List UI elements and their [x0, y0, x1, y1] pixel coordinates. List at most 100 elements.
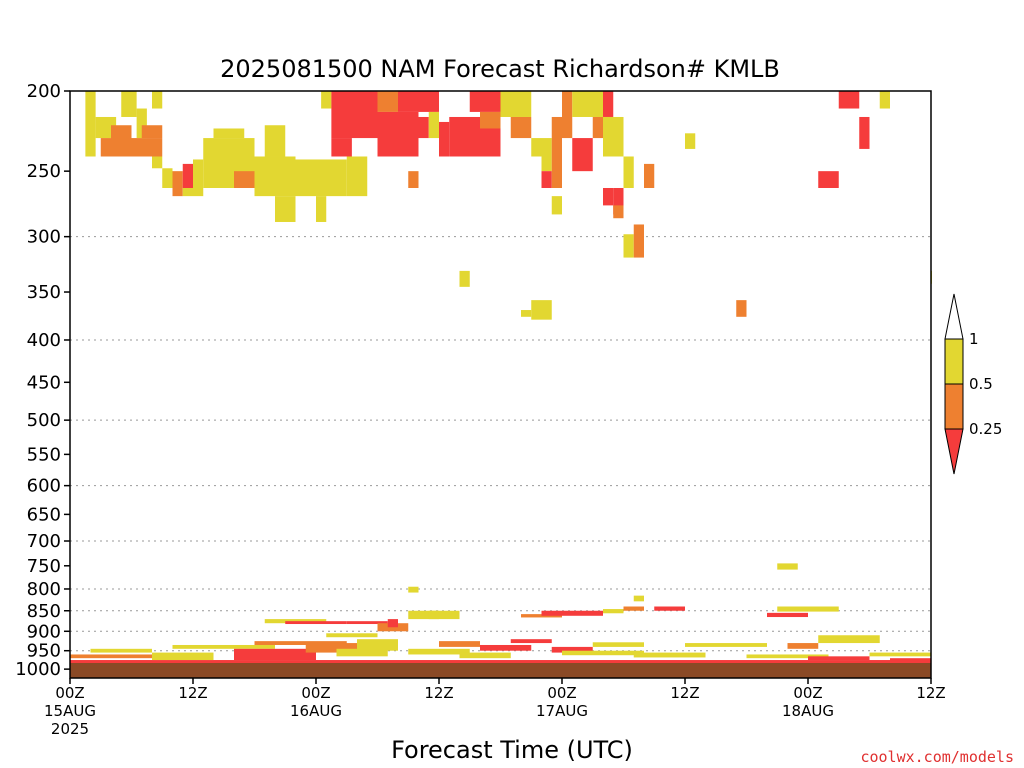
heatmap-cell [613, 187, 624, 215]
heatmap-cell [551, 116, 562, 188]
heatmap-cell [172, 171, 183, 197]
heatmap-cell [70, 654, 173, 659]
heatmap-cell [70, 660, 931, 664]
heatmap-cell [623, 156, 634, 188]
x-tick-label: 00Z [793, 684, 822, 702]
heatmap-cell [326, 633, 378, 638]
heatmap-cell [162, 168, 173, 188]
colorbar-level-label: 0.5 [969, 375, 993, 393]
x-tick-label: 15AUG [44, 702, 96, 720]
heatmap-cell [562, 91, 573, 139]
y-tick-label: 400 [27, 330, 61, 351]
colorbar-legend: 1 0.5 0.25 [944, 293, 1002, 475]
source-credit: coolwx.com/models [860, 748, 1014, 766]
heatmap-cell [316, 196, 327, 222]
heatmap-cell [685, 643, 767, 647]
heatmap-cell [623, 606, 644, 611]
x-tick-label: 12Z [670, 684, 699, 702]
y-tick-label: 900 [27, 621, 61, 642]
x-tick-label: 18AUG [782, 702, 834, 720]
heatmap-cell [418, 116, 429, 139]
y-tick-label: 1000 [15, 659, 61, 680]
heatmap-cell [346, 621, 388, 625]
x-tick-label: 12Z [424, 684, 453, 702]
x-tick-label: 12Z [916, 684, 945, 702]
heatmap-cell [480, 644, 532, 651]
heatmap-cell [592, 642, 644, 647]
y-tick-label: 500 [27, 410, 61, 431]
heatmap-cell [459, 652, 511, 659]
heatmap-cell [331, 138, 352, 157]
y-tick-label: 700 [27, 531, 61, 552]
heatmap-cell [541, 610, 603, 616]
heatmap-cell [321, 91, 332, 109]
heatmap-cells [70, 91, 932, 673]
heatmap-cell [408, 648, 470, 655]
heatmap-cell [408, 171, 419, 188]
y-axis-ticks: 200 250 300 350 400 450 500 550 600 650 700 7508008… [15, 81, 70, 680]
heatmap-cell [767, 612, 808, 618]
heatmap-cell [818, 171, 839, 188]
heatmap-cell [428, 111, 439, 139]
heatmap-cell [459, 270, 470, 287]
heatmap-cell [285, 621, 347, 625]
heatmap-cell [531, 300, 552, 320]
chart-title: 2025081500 NAM Forecast Richardson# KMLB [220, 55, 780, 83]
heatmap-cell [859, 116, 870, 149]
heatmap-cell [439, 121, 450, 157]
colorbar-level-label: 1 [969, 330, 979, 348]
heatmap-cell [234, 648, 316, 661]
colorbar-swatch-yellow [944, 338, 964, 385]
heatmap-cell [172, 644, 275, 649]
x-tick-label: 2025 [51, 720, 89, 738]
heatmap-cell [633, 652, 706, 658]
heatmap-cell [336, 648, 388, 657]
heatmap-cell [551, 646, 593, 653]
y-tick-label: 250 [27, 161, 61, 182]
heatmap-cell [746, 654, 829, 659]
heatmap-cell [357, 639, 398, 651]
heatmap-cell [193, 159, 204, 188]
heatmap-cell [808, 656, 870, 661]
heatmap-cell [510, 116, 532, 139]
y-tick-label: 750 [27, 556, 61, 577]
heatmap-cell [736, 300, 747, 317]
y-tick-label: 550 [27, 444, 61, 465]
x-tick-label: 12Z [178, 684, 207, 702]
heatmap-cell [890, 658, 931, 662]
heatmap-cell [531, 138, 542, 157]
heatmap-cell [541, 171, 552, 188]
heatmap-cell [787, 643, 819, 649]
x-tick-label: 00Z [547, 684, 576, 702]
heatmap-cell [111, 125, 132, 142]
heatmap-cell [85, 91, 96, 157]
heatmap-cell [572, 138, 593, 172]
heatmap-cell [141, 125, 163, 139]
heatmap-cell [408, 610, 439, 620]
y-tick-label: 600 [27, 476, 61, 497]
heatmap-cell [777, 563, 798, 570]
heatmap-cell [100, 138, 163, 157]
heatmap-cell [603, 116, 624, 157]
colorbar-level-label: 0.25 [969, 420, 1002, 438]
heatmap-cell [152, 91, 163, 109]
grid-layer [70, 236, 931, 670]
heatmap-cell [510, 639, 552, 644]
heatmap-cell [305, 643, 378, 653]
heatmap-cell [603, 609, 624, 614]
heatmap-cell [869, 652, 931, 657]
heatmap-cell [469, 91, 501, 112]
heatmap-cell [398, 91, 439, 112]
heatmap-cell [521, 310, 532, 317]
y-tick-label: 850 [27, 601, 61, 622]
heatmap-cell [264, 619, 327, 624]
heatmap-cell [480, 111, 501, 129]
heatmap-cell [234, 171, 255, 188]
heatmap-cell [136, 108, 147, 139]
heatmap-cell [213, 128, 245, 139]
heatmap-cell [603, 187, 614, 206]
heatmap-cell [152, 652, 214, 661]
x-tick-label: 16AUG [290, 702, 342, 720]
heatmap-cell [377, 111, 419, 157]
